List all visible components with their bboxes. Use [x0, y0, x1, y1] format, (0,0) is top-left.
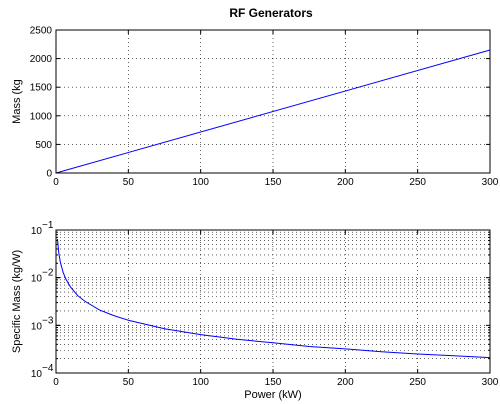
top-y-axis-label: Mass (kg — [11, 79, 23, 124]
top-series — [55, 49, 491, 174]
bottom-grid — [56, 230, 490, 373]
top-x-tick-label: 200 — [337, 177, 354, 188]
bottom-y-tick-exponent: −2 — [42, 268, 54, 279]
top-x-tick-label: 300 — [482, 177, 499, 188]
bottom-x-tick-label: 250 — [409, 377, 426, 388]
bottom-y-tick-label: 10 — [31, 226, 43, 237]
bottom-y-tick-label: 10 — [31, 274, 43, 285]
bottom-y-tick-exponent: −1 — [42, 220, 54, 231]
top-x-tick-label: 0 — [53, 177, 59, 188]
bottom-x-tick-label: 50 — [123, 377, 135, 388]
top-x-tick-label: 100 — [192, 177, 209, 188]
specific-mass-curve — [56, 238, 491, 359]
bottom-x-tick-label: 100 — [192, 377, 209, 388]
top-x-tick-label: 50 — [123, 177, 135, 188]
top-ticks: 0 50 100 150 200 250 300 0 500 1000 1500 2000 2500 — [30, 26, 499, 189]
mass-line — [55, 49, 491, 174]
bottom-x-tick-label: 0 — [53, 377, 59, 388]
bottom-y-tick-label: 10 — [31, 369, 43, 380]
top-y-tick-label: 500 — [35, 140, 52, 151]
chart-title: RF Generators — [229, 6, 313, 20]
top-y-tick-label: 2500 — [30, 26, 53, 37]
bottom-y-tick-exponent: −3 — [42, 315, 54, 326]
bottom-x-tick-label: 150 — [265, 377, 282, 388]
bottom-y-tick-exponent: −4 — [42, 363, 54, 374]
bottom-x-axis-label: Power (kW) — [244, 389, 301, 401]
top-y-tick-label: 1000 — [30, 111, 53, 122]
bottom-x-tick-label: 200 — [337, 377, 354, 388]
top-y-tick-label: 0 — [46, 169, 52, 180]
top-x-tick-label: 250 — [409, 177, 426, 188]
bottom-plot-area — [56, 230, 490, 373]
bottom-y-axis-label: Specific Mass (kg/W) — [11, 250, 23, 353]
bottom-series — [56, 238, 491, 359]
top-grid — [56, 30, 490, 173]
top-y-tick-label: 1500 — [30, 83, 53, 94]
bottom-x-tick-label: 300 — [482, 377, 499, 388]
top-y-tick-label: 2000 — [30, 54, 53, 65]
top-x-tick-label: 150 — [265, 177, 282, 188]
top-plot-area — [56, 30, 490, 173]
top-plot: 0 50 100 150 200 250 300 0 500 1000 1500 2000 2500 M… — [11, 26, 499, 189]
bottom-y-tick-label: 10 — [31, 321, 43, 332]
